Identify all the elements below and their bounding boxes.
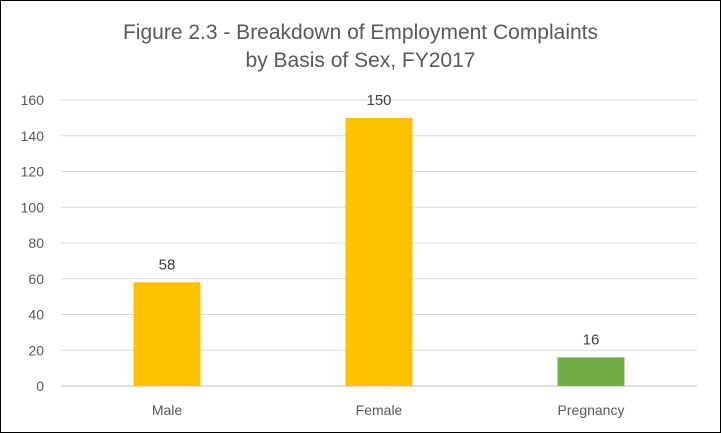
data-label: 150 [366, 92, 391, 109]
y-tick-label: 140 [21, 128, 45, 144]
y-tick-label: 160 [21, 92, 45, 108]
x-tick-label: Female [356, 402, 403, 418]
bar-female [345, 117, 413, 386]
data-label: 16 [583, 331, 600, 348]
chart-title-line-2: by Basis of Sex, FY2017 [245, 49, 476, 72]
y-tick-label: 0 [36, 378, 44, 394]
y-tick-label: 80 [28, 235, 44, 251]
x-tick-label: Pregnancy [558, 402, 625, 418]
bar-male [133, 282, 201, 386]
data-label: 58 [159, 256, 176, 273]
x-tick-label: Male [152, 402, 183, 418]
bar-pregnancy [557, 357, 625, 386]
y-tick-label: 40 [28, 307, 44, 323]
y-tick-label: 120 [21, 164, 45, 180]
chart-title-line-1: Figure 2.3 - Breakdown of Employment Com… [122, 21, 599, 44]
y-tick-label: 60 [28, 271, 44, 287]
y-tick-label: 100 [21, 199, 45, 215]
y-tick-label: 20 [28, 342, 44, 358]
